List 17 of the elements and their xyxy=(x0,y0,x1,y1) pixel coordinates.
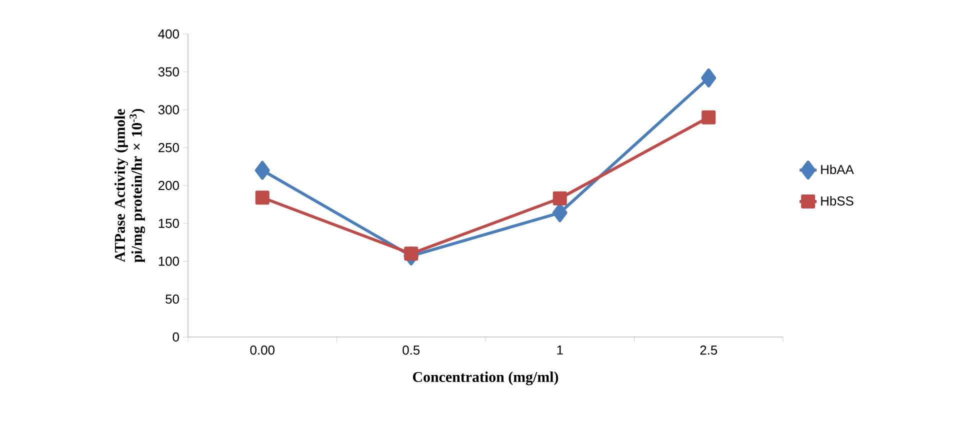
y-axis-title: ATPase Activity (µmole pi/mg protein/hr × 10$^{-3}$) xyxy=(114,108,146,263)
y-tick-label: 300 xyxy=(158,105,179,114)
x-tick-label: 0.00 xyxy=(250,346,274,355)
y-tick-label: 50 xyxy=(166,294,179,304)
y-tick-label: 200 xyxy=(158,180,179,190)
legend-label: HbAA xyxy=(821,164,854,174)
y-tick-label: 100 xyxy=(158,256,179,266)
y-tick-label: 0 xyxy=(172,332,179,342)
x-tick-label: 1 xyxy=(557,346,563,354)
legend-label: HbSS xyxy=(821,196,854,206)
y-tick-label: 400 xyxy=(158,29,179,39)
y-tick-label: 350 xyxy=(158,67,179,76)
x-tick-label: 2.5 xyxy=(700,346,718,355)
x-axis-title: Concentration (mg/ml) xyxy=(412,372,558,386)
y-tick-label: 150 xyxy=(158,218,179,228)
y-tick-label: 250 xyxy=(158,143,179,152)
x-tick-label: 0.5 xyxy=(402,346,420,355)
